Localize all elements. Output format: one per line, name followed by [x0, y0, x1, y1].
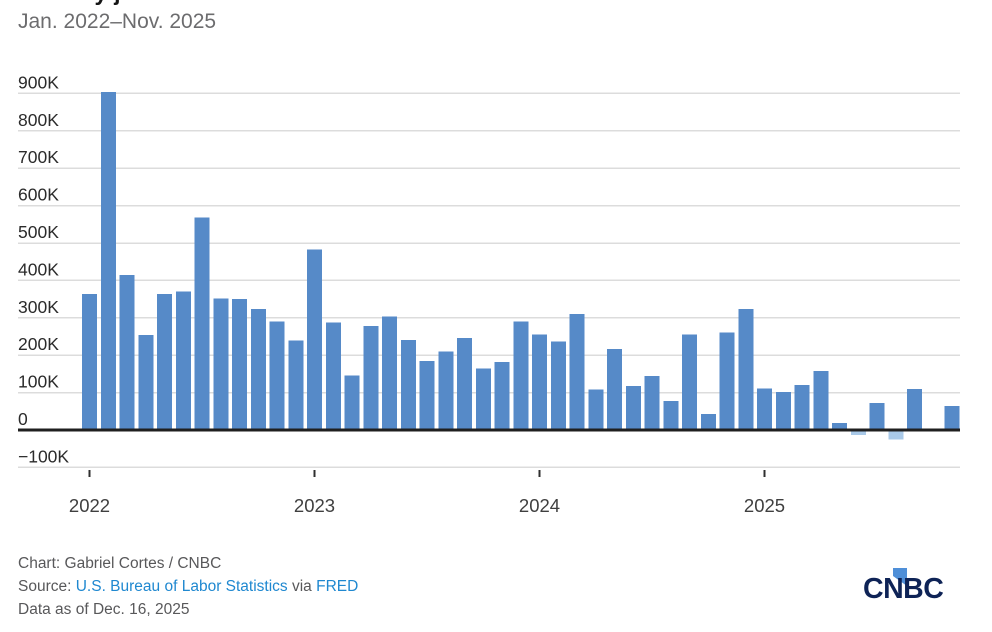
bar	[307, 249, 322, 430]
bar	[625, 385, 641, 430]
y-axis-label: 800K	[18, 110, 59, 130]
cnbc-logo-flag	[893, 568, 907, 586]
bar	[175, 291, 191, 430]
bar	[794, 385, 810, 430]
year-label: 2023	[294, 495, 335, 516]
chart-footer: Chart: Gabriel Cortes / CNBC Source: U.S…	[18, 552, 358, 621]
bar	[344, 375, 360, 430]
chart-subtitle: Jan. 2022–Nov. 2025	[18, 10, 217, 33]
bar	[382, 316, 397, 430]
source-line: Source: U.S. Bureau of Labor Statistics …	[18, 575, 358, 598]
cnbc-logo-letters: CNBC	[863, 573, 943, 605]
chart-area: 900K 800K 700K 600K 500K 400K 300K 200K 100K 0 −10…	[0, 60, 992, 540]
y-axis-label: 300K	[18, 297, 59, 317]
bar	[232, 299, 247, 430]
jobs-bar-chart: 900K 800K 700K 600K 500K 400K 300K 200K 100K 0 −10…	[18, 72, 960, 516]
y-axis-label: −100K	[18, 446, 69, 466]
bar	[138, 335, 154, 430]
bar	[757, 388, 772, 430]
bar	[719, 332, 735, 430]
bar	[419, 361, 435, 430]
bar	[82, 293, 97, 430]
source-link-fred[interactable]: FRED	[316, 578, 359, 595]
bar	[400, 340, 416, 430]
chart-credit: Chart: Gabriel Cortes / CNBC	[18, 555, 222, 572]
year-tick	[88, 470, 91, 477]
bar	[213, 298, 229, 430]
source-via: via	[287, 578, 317, 595]
bar	[550, 341, 566, 430]
bar	[569, 314, 585, 430]
y-axis-label: 900K	[18, 72, 59, 92]
y-axis-label: 600K	[18, 185, 59, 205]
bar	[325, 322, 341, 430]
bar	[869, 403, 885, 430]
bar	[269, 321, 285, 430]
year-tick	[538, 470, 541, 477]
chart-title: Monthly job creation	[18, 0, 247, 6]
bar	[907, 388, 922, 430]
bar	[832, 422, 847, 430]
bar	[682, 334, 697, 430]
bar	[457, 337, 472, 430]
bar	[475, 368, 491, 430]
year-tick	[763, 470, 766, 477]
bar	[607, 349, 622, 430]
y-axis-label: 400K	[18, 259, 59, 279]
bar	[494, 361, 510, 430]
bar	[944, 406, 960, 430]
bar	[850, 430, 866, 435]
y-axis-label: 200K	[18, 334, 59, 354]
year-label: 2022	[69, 495, 110, 516]
source-link-bls[interactable]: U.S. Bureau of Labor Statistics	[75, 578, 288, 595]
chart-title-clipped: Monthly job creation	[0, 0, 992, 9]
cnbc-logo: CNBC	[860, 567, 962, 609]
y-axis-label: 700K	[18, 147, 59, 167]
bar	[644, 376, 660, 430]
bar	[100, 91, 116, 431]
y-axis-label: 500K	[18, 222, 59, 242]
source-label: Source:	[18, 578, 76, 595]
bar	[588, 389, 604, 430]
bar	[194, 217, 210, 430]
bar	[663, 400, 679, 430]
bar	[438, 351, 454, 430]
bar	[738, 309, 754, 430]
bar	[119, 275, 135, 430]
bar	[363, 326, 379, 430]
cnbc-logo-svg: CNBC	[863, 568, 944, 605]
bar	[888, 430, 904, 440]
bar	[700, 413, 716, 430]
year-label: 2025	[744, 495, 785, 516]
year-tick	[313, 470, 316, 477]
bar	[288, 340, 304, 430]
bar	[157, 293, 172, 430]
bar	[250, 308, 266, 430]
bar	[532, 334, 547, 430]
data-as-of: Data as of Dec. 16, 2025	[18, 601, 190, 618]
year-label: 2024	[519, 495, 560, 516]
bar	[813, 370, 829, 430]
bar	[775, 391, 791, 430]
y-axis-label: 0	[18, 409, 28, 429]
bar	[513, 321, 529, 430]
y-axis-label: 100K	[18, 372, 59, 392]
